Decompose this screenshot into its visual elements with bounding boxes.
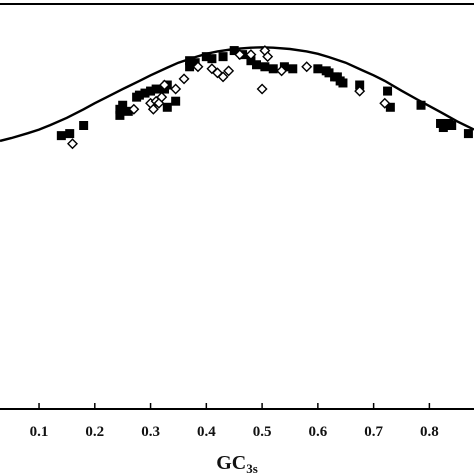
x-tick-label: 0.5 (253, 424, 272, 440)
open-diamond-point (128, 103, 140, 115)
filled-square-point (56, 131, 66, 141)
open-diamond-point (217, 71, 229, 83)
open-diamond-point (192, 61, 204, 73)
open-diamond-point (67, 138, 78, 150)
x-tick-label: 0.2 (85, 424, 104, 440)
filled-square-point (279, 62, 289, 72)
open-diamond-point (354, 85, 366, 97)
fitted-curve (0, 46, 474, 143)
filled-square-point (185, 56, 195, 66)
plot-frame (0, 3, 474, 410)
filled-square-point (288, 64, 298, 74)
filled-square-point (115, 110, 125, 120)
x-tick-label: 0.3 (141, 424, 160, 440)
open-diamond-point (245, 49, 257, 61)
filled-square-point (134, 90, 144, 100)
open-diamond-point (301, 61, 313, 73)
x-tick-label: 0.1 (30, 424, 49, 440)
filled-square-point (416, 100, 426, 110)
filled-square-point (355, 80, 365, 90)
filled-square-point (246, 56, 256, 66)
filled-square-point (338, 78, 348, 88)
filled-square-point (207, 54, 217, 64)
filled-square-point (65, 129, 75, 139)
x-tick-label: 0.8 (420, 424, 439, 440)
open-diamond-point (159, 79, 170, 91)
filled-square-point (463, 129, 473, 139)
filled-square-point (438, 123, 448, 133)
open-diamond-point (170, 83, 182, 95)
filled-square-point (190, 58, 200, 68)
filled-square-point (140, 88, 150, 98)
filled-square-point (268, 64, 278, 74)
open-diamond-point (223, 65, 235, 77)
open-diamond-point (156, 91, 168, 103)
filled-square-point (218, 52, 228, 62)
filled-square-point (146, 86, 156, 96)
open-diamond-point (147, 103, 159, 115)
filled-square-point (383, 86, 393, 96)
x-axis-title: GC3s (216, 452, 258, 474)
x-tick-label: 0.4 (197, 424, 216, 440)
filled-square-point (118, 100, 128, 110)
filled-square-point (229, 46, 239, 56)
filled-square-point (313, 64, 323, 74)
x-ticks (38, 403, 431, 409)
x-tick-labels: 0.1 0.2 0.3 0.4 0.5 0.6 0.7 0.8 (30, 424, 439, 440)
open-diamond-series (67, 45, 391, 150)
filled-square-point (79, 121, 89, 130)
filled-square-point (185, 62, 195, 72)
filled-square-point (123, 106, 133, 116)
filled-square-point (252, 60, 262, 70)
open-diamond-point (262, 51, 274, 63)
open-diamond-point (379, 97, 391, 109)
filled-square-point (324, 68, 334, 78)
open-diamond-point (178, 73, 190, 85)
open-diamond-point (206, 63, 218, 75)
filled-square-point (201, 52, 211, 62)
filled-square-point (260, 62, 270, 72)
filled-square-point (385, 102, 395, 112)
filled-square-series (56, 46, 473, 141)
x-axis-title-subscript: 3s (246, 461, 258, 474)
x-tick-label: 0.6 (308, 424, 327, 440)
x-tick-label: 0.7 (364, 424, 383, 440)
open-diamond-point (276, 65, 288, 77)
filled-square-point (171, 96, 181, 106)
filled-square-point (162, 102, 172, 112)
filled-square-point (447, 121, 457, 130)
open-diamond-point (234, 49, 246, 61)
filled-square-point (151, 84, 161, 94)
open-diamond-point (256, 83, 268, 95)
x-axis-title-main: GC (216, 452, 246, 474)
